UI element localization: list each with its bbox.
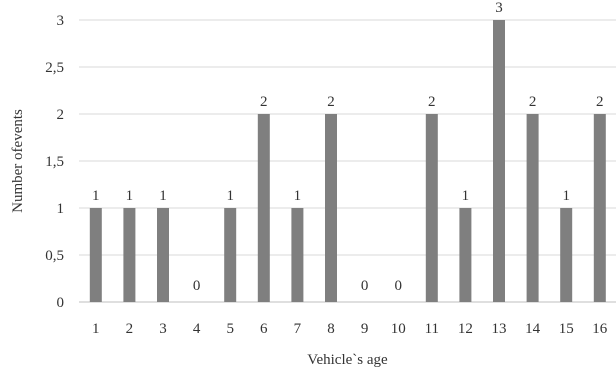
data-label: 2 — [260, 94, 268, 110]
y-tick-label: 3 — [57, 13, 65, 29]
data-label: 1 — [92, 188, 100, 204]
data-label: 2 — [428, 94, 436, 110]
x-tick-label: 9 — [361, 321, 369, 337]
y-tick-label: 0,5 — [45, 248, 64, 264]
x-tick-label: 3 — [159, 321, 167, 337]
data-label: 0 — [193, 278, 201, 294]
bar — [425, 114, 438, 302]
x-axis-title: Vehicle`s age — [307, 352, 388, 368]
data-label: 1 — [562, 188, 570, 204]
x-tick-label: 2 — [126, 321, 134, 337]
data-labels: 1 1 1 0 1 2 1 2 0 0 2 1 3 2 1 2 — [92, 0, 604, 294]
bar — [157, 208, 169, 302]
data-label: 1 — [462, 188, 470, 204]
data-label: 1 — [159, 188, 167, 204]
bar — [123, 208, 136, 302]
bar — [560, 208, 573, 302]
bar — [291, 208, 304, 302]
bar — [459, 208, 472, 302]
bar — [593, 114, 606, 302]
bars — [89, 20, 606, 302]
data-label: 1 — [126, 188, 134, 204]
x-tick-label: 8 — [327, 321, 335, 337]
x-tick-label: 12 — [458, 321, 473, 337]
data-label: 2 — [327, 94, 335, 110]
data-label: 1 — [294, 188, 302, 204]
bar — [89, 208, 102, 302]
data-label: 0 — [361, 278, 369, 294]
y-axis-title: Number ofevents — [10, 109, 26, 213]
x-tick-label: 13 — [492, 321, 507, 337]
x-tick-label: 1 — [92, 321, 100, 337]
x-tick-label: 15 — [559, 321, 574, 337]
x-tick-label: 10 — [391, 321, 406, 337]
y-tick-label: 0 — [57, 295, 65, 311]
y-axis-ticks: 0 0,5 1 1,5 2 2,5 3 — [45, 13, 64, 311]
x-tick-label: 5 — [226, 321, 234, 337]
data-label: 1 — [226, 188, 234, 204]
x-tick-label: 7 — [294, 321, 302, 337]
y-tick-label: 1,5 — [45, 154, 64, 170]
x-tick-label: 4 — [193, 321, 201, 337]
x-tick-label: 11 — [425, 321, 439, 337]
bar — [526, 114, 539, 302]
x-tick-label: 16 — [592, 321, 608, 337]
x-axis-ticks: 1 2 3 4 5 6 7 8 9 10 11 12 13 14 15 16 — [92, 321, 608, 337]
y-tick-label: 2 — [57, 107, 65, 123]
y-tick-label: 1 — [57, 201, 65, 217]
data-label: 0 — [394, 278, 402, 294]
data-label: 2 — [596, 94, 604, 110]
y-tick-label: 2,5 — [45, 60, 64, 76]
bar — [224, 208, 237, 302]
data-label: 3 — [495, 0, 503, 16]
bar — [493, 20, 505, 302]
x-tick-label: 14 — [525, 321, 541, 337]
bar — [257, 114, 270, 302]
data-label: 2 — [529, 94, 537, 110]
x-tick-label: 6 — [260, 321, 268, 337]
bar — [325, 114, 337, 302]
